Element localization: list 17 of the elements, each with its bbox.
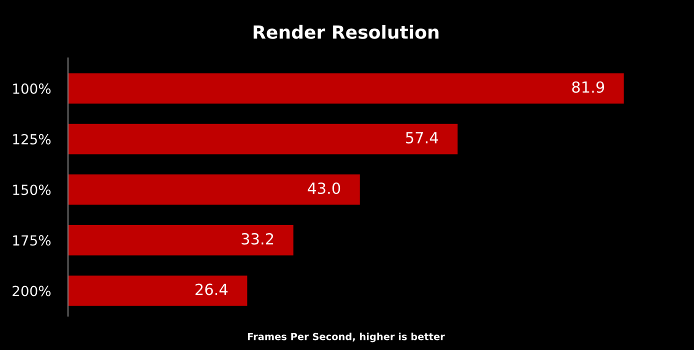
y-tick-label: 200% [12,286,51,296]
data-label: 33.2 [242,233,274,245]
data-label: 43.0 [308,182,340,194]
y-tick-label: 175% [13,235,51,246]
x-axis-title: Frames Per Second, higher is better [248,332,445,342]
y-tick-label: 100% [13,83,51,94]
bar [68,124,458,154]
y-tick-label: 125% [13,134,51,144]
data-label: 81.9 [572,81,604,93]
bar [68,276,248,306]
bar [68,225,294,256]
y-tick-label: 150% [13,184,51,196]
chart-title: Render Resolution [254,24,438,39]
bar [68,73,624,104]
data-label: 26.4 [196,284,228,296]
bar [68,174,360,205]
data-label: 57.4 [406,132,438,144]
